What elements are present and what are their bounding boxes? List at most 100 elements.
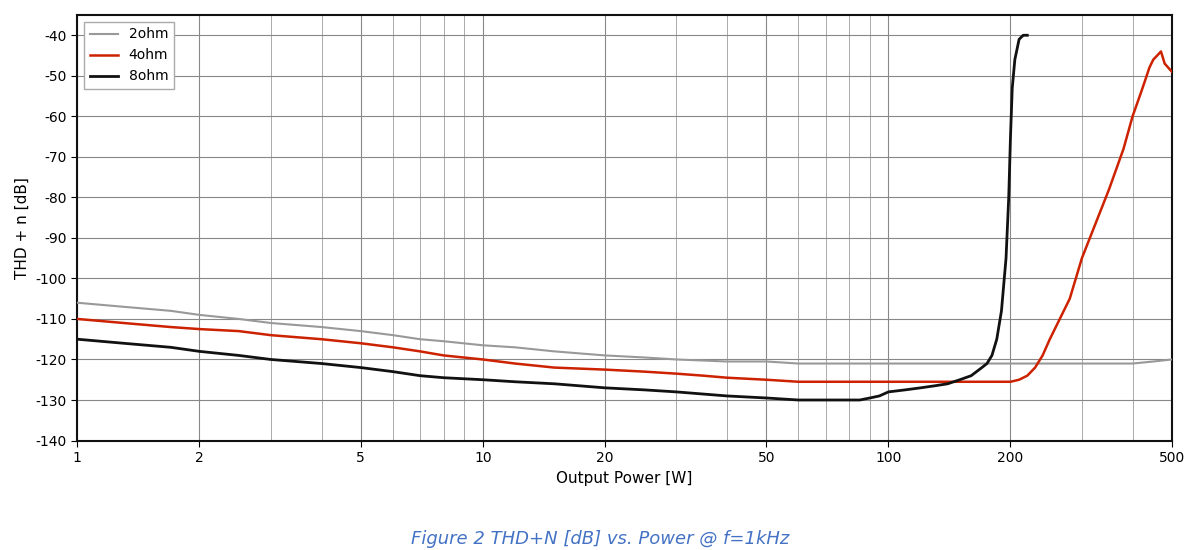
- 4ohm: [791, 378, 805, 385]
- 2ohm: [1126, 360, 1140, 367]
- 8ohm: [881, 389, 895, 395]
- 8ohm: [928, 382, 942, 389]
- 8ohm: [830, 397, 845, 403]
- 2ohm: [314, 324, 329, 331]
- 8ohm: [437, 375, 451, 381]
- 8ohm: [805, 397, 820, 403]
- 8ohm: [990, 336, 1004, 343]
- 2ohm: [547, 348, 562, 355]
- 2ohm: [863, 360, 877, 367]
- 8ohm: [637, 387, 652, 393]
- 4ohm: [995, 378, 1009, 385]
- 8ohm: [1020, 32, 1034, 39]
- 8ohm: [192, 348, 206, 355]
- 8ohm: [985, 352, 1000, 359]
- 4ohm: [985, 378, 1000, 385]
- 8ohm: [998, 255, 1013, 261]
- 4ohm: [413, 348, 427, 355]
- 2ohm: [437, 338, 451, 344]
- 4ohm: [964, 378, 978, 385]
- Text: Figure 2 THD+N [dB] vs. Power @ f=1kHz: Figure 2 THD+N [dB] vs. Power @ f=1kHz: [410, 531, 790, 548]
- 2ohm: [791, 360, 805, 367]
- 2ohm: [842, 360, 857, 367]
- 8ohm: [1002, 194, 1016, 201]
- 4ohm: [1028, 364, 1043, 371]
- 2ohm: [116, 304, 131, 310]
- 2ohm: [913, 360, 928, 367]
- 8ohm: [760, 395, 774, 402]
- 8ohm: [413, 372, 427, 379]
- 2ohm: [881, 360, 895, 367]
- 2ohm: [192, 312, 206, 318]
- 8ohm: [232, 352, 246, 359]
- 8ohm: [842, 397, 857, 403]
- 8ohm: [163, 344, 178, 350]
- 8ohm: [995, 307, 1009, 314]
- 8ohm: [1016, 32, 1031, 39]
- 8ohm: [1003, 133, 1018, 140]
- 8ohm: [1012, 36, 1026, 42]
- 8ohm: [1008, 56, 1022, 63]
- 8ohm: [872, 393, 887, 399]
- 8ohm: [475, 376, 490, 383]
- 2ohm: [1043, 360, 1057, 367]
- 2ohm: [232, 316, 246, 322]
- 2ohm: [720, 358, 734, 365]
- 2ohm: [1146, 358, 1160, 365]
- Line: 8ohm: 8ohm: [77, 35, 1027, 400]
- 8ohm: [818, 397, 833, 403]
- 2ohm: [1165, 356, 1180, 363]
- 2ohm: [70, 299, 84, 306]
- 8ohm: [314, 360, 329, 367]
- 8ohm: [670, 389, 684, 395]
- 2ohm: [385, 332, 400, 338]
- 4ohm: [1165, 68, 1180, 75]
- X-axis label: Output Power [W]: Output Power [W]: [557, 470, 692, 486]
- 8ohm: [852, 397, 866, 403]
- 2ohm: [818, 360, 833, 367]
- 8ohm: [898, 387, 912, 393]
- 2ohm: [985, 360, 1000, 367]
- 4ohm: [1153, 48, 1168, 55]
- 4ohm: [70, 316, 84, 322]
- 8ohm: [913, 384, 928, 391]
- 2ohm: [670, 356, 684, 363]
- 2ohm: [760, 358, 774, 365]
- 8ohm: [941, 381, 955, 387]
- 8ohm: [1006, 85, 1020, 91]
- Y-axis label: THD + n [dB]: THD + n [dB]: [14, 177, 30, 279]
- 2ohm: [354, 328, 368, 334]
- 4ohm: [818, 378, 833, 385]
- 2ohm: [475, 342, 490, 349]
- 8ohm: [70, 336, 84, 343]
- 8ohm: [974, 364, 989, 371]
- 8ohm: [508, 378, 522, 385]
- Legend: 2ohm, 4ohm, 8ohm: 2ohm, 4ohm, 8ohm: [84, 22, 174, 89]
- 2ohm: [1102, 360, 1116, 367]
- 8ohm: [791, 397, 805, 403]
- 2ohm: [508, 344, 522, 350]
- 8ohm: [964, 372, 978, 379]
- 8ohm: [863, 395, 877, 402]
- 2ohm: [413, 336, 427, 343]
- 8ohm: [979, 360, 994, 367]
- 2ohm: [163, 307, 178, 314]
- 2ohm: [1003, 360, 1018, 367]
- 2ohm: [264, 320, 278, 326]
- 8ohm: [953, 376, 967, 383]
- 8ohm: [598, 384, 612, 391]
- 2ohm: [1075, 360, 1090, 367]
- 2ohm: [598, 352, 612, 359]
- 8ohm: [547, 381, 562, 387]
- 8ohm: [1010, 44, 1025, 51]
- 8ohm: [264, 356, 278, 363]
- 8ohm: [720, 393, 734, 399]
- Line: 4ohm: 4ohm: [77, 52, 1172, 382]
- 8ohm: [354, 364, 368, 371]
- 8ohm: [385, 368, 400, 375]
- 2ohm: [1020, 360, 1034, 367]
- 2ohm: [953, 360, 967, 367]
- Line: 2ohm: 2ohm: [77, 302, 1172, 364]
- 2ohm: [637, 354, 652, 361]
- 8ohm: [116, 340, 131, 346]
